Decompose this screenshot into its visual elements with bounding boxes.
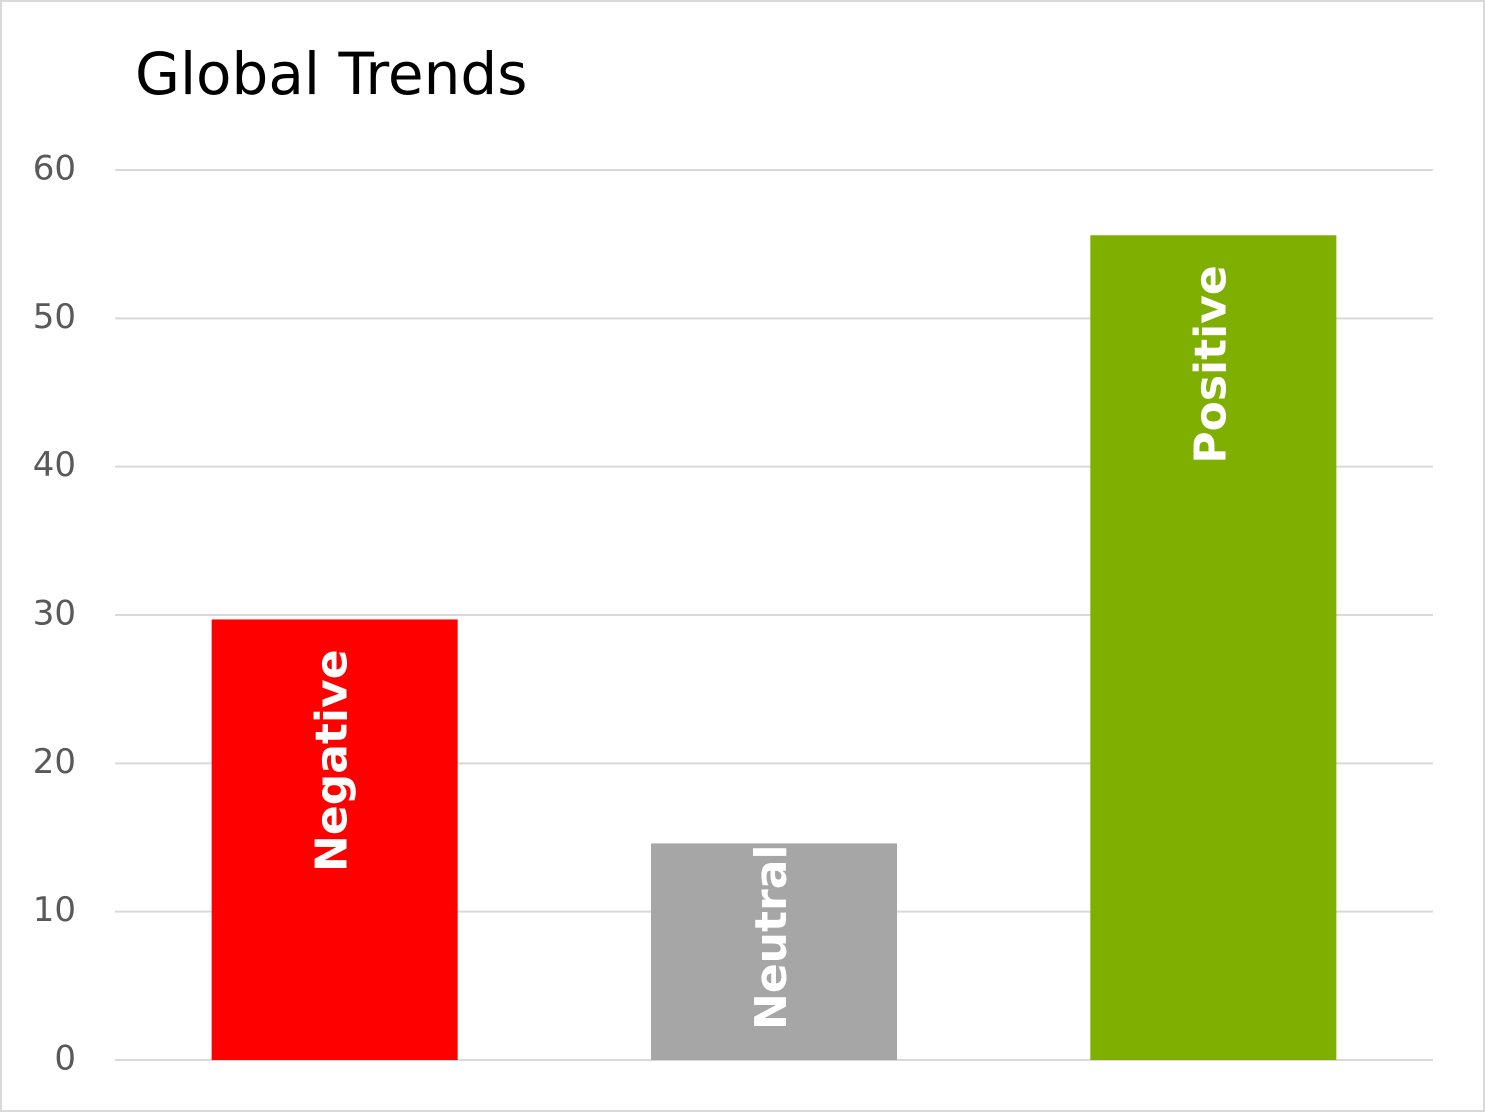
y-tick-label: 60 xyxy=(33,149,76,189)
y-tick-label: 0 xyxy=(54,1039,76,1079)
y-tick-label: 30 xyxy=(33,594,76,634)
category-label: Negative xyxy=(307,649,358,872)
y-tick-label: 20 xyxy=(33,742,76,782)
category-label: Neutral xyxy=(746,845,797,1031)
bar xyxy=(211,619,458,1060)
y-tick-label: 50 xyxy=(33,297,76,337)
bar xyxy=(650,843,898,1060)
y-tick-label: 40 xyxy=(33,445,76,485)
bar xyxy=(1090,235,1337,1060)
category-label: Positive xyxy=(1185,265,1236,463)
y-tick-label: 10 xyxy=(33,890,76,930)
chart-title: Global Trends xyxy=(135,40,527,108)
